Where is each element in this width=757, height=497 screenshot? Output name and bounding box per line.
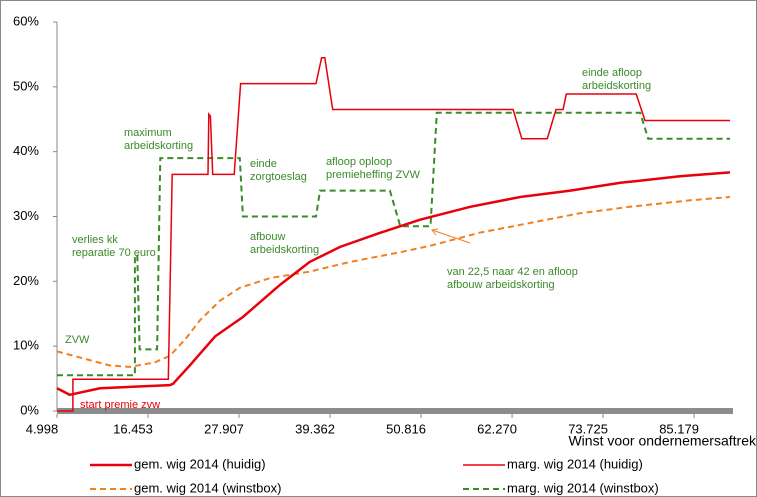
series-line [56,196,731,368]
series-line [57,56,730,412]
annotation-arrow [431,229,471,244]
annotation: arbeidskorting [582,80,651,92]
annotation: start premie zvw [80,399,160,411]
annotation: ZVW [65,334,90,346]
x-tick-label: 4.998 [26,421,59,436]
x-axis [57,408,733,414]
annotation: arbeidskorting [250,244,319,256]
legend-label: gem. wig 2014 (winstbox) [134,480,281,495]
y-tick-label: 0% [20,402,39,417]
annotation: zorgtoeslag [250,171,307,183]
x-axis-title: Winst voor ondernemersaftrek [568,433,757,449]
y-tick-label: 10% [13,338,39,353]
y-tick-label: 50% [13,78,39,93]
annotation: afloop oploop [326,156,392,168]
series-line [56,171,731,397]
y-tick-label: 30% [13,208,39,223]
annotation-arrowhead [431,228,439,236]
x-tick-label: 62.270 [477,421,517,436]
x-tick-label: 27.907 [204,421,244,436]
annotation: arbeidskorting [124,140,193,152]
x-tick-label: 39.362 [295,421,335,436]
x-tick-label: 85.179 [659,421,699,436]
legend-label: marg. wig 2014 (huidig) [507,456,643,471]
annotation: verlies kk [72,234,118,246]
legend-label: gem. wig 2014 (huidig) [134,456,266,471]
annotation: premieheffing ZVW [326,169,421,181]
annotation: einde [250,158,277,170]
y-tick-label: 60% [13,13,39,28]
y-tick-label: 40% [13,143,39,158]
series-line [57,111,730,377]
y-tick-label: 20% [13,273,39,288]
legend-label: marg. wig 2014 (winstbox) [507,480,659,495]
annotation: van 22,5 naar 42 en afloop [447,266,578,278]
annotation: afbouw arbeidskorting [447,279,555,291]
annotation: reparatie 70 euro [72,247,156,259]
x-tick-label: 73.725 [568,421,608,436]
x-tick-label: 50.816 [386,421,426,436]
annotation: afbouw [250,231,286,243]
annotation: maximum [124,127,172,139]
annotation: einde afloop [582,67,642,79]
x-tick-label: 16.453 [113,421,153,436]
